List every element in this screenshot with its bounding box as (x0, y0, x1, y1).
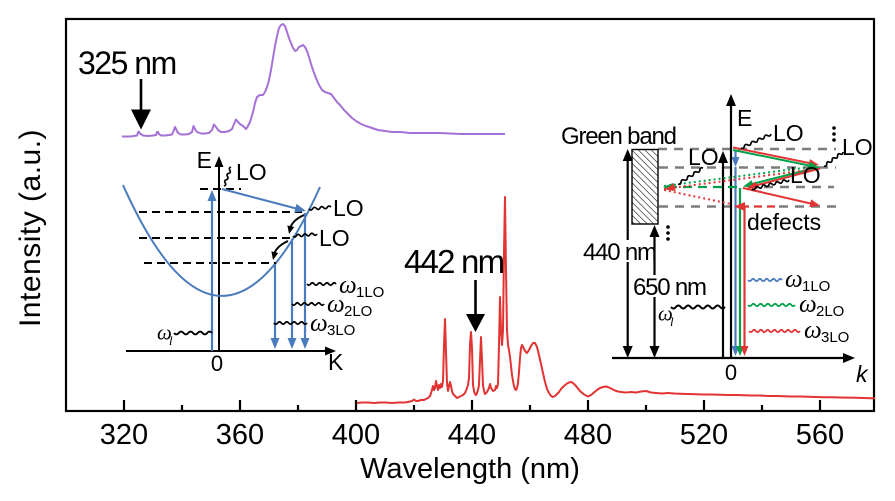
svg-text:K: K (328, 349, 344, 375)
svg-text:LO: LO (333, 195, 364, 221)
svg-text:E: E (737, 105, 752, 131)
svg-text:3LO: 3LO (821, 329, 849, 346)
svg-text:LO: LO (236, 159, 267, 185)
svg-text:LO: LO (842, 134, 873, 160)
svg-text:2LO: 2LO (344, 303, 372, 320)
svg-text:2LO: 2LO (816, 303, 844, 320)
svg-text:520: 520 (680, 419, 728, 451)
svg-text:1LO: 1LO (802, 278, 830, 295)
svg-text:LO: LO (319, 225, 350, 251)
svg-text:E: E (197, 147, 212, 173)
svg-text:440 nm: 440 nm (583, 239, 656, 266)
svg-text:360: 360 (216, 419, 264, 451)
svg-text:ω: ω (799, 291, 817, 318)
svg-text:325 nm: 325 nm (78, 45, 176, 81)
svg-text:l: l (670, 314, 674, 329)
svg-text:LO: LO (790, 162, 821, 188)
svg-text:1LO: 1LO (356, 284, 384, 301)
svg-text:Wavelength (nm): Wavelength (nm) (360, 453, 580, 485)
svg-text:ω: ω (339, 272, 357, 299)
svg-text:k: k (856, 361, 869, 387)
svg-text:400: 400 (332, 419, 380, 451)
svg-text:defects: defects (747, 209, 821, 235)
svg-text:l: l (169, 333, 173, 348)
svg-text:LO: LO (688, 144, 719, 170)
svg-text:440: 440 (448, 419, 496, 451)
svg-text:650 nm: 650 nm (633, 274, 706, 301)
svg-text:ω: ω (658, 302, 673, 326)
svg-text:ω: ω (785, 266, 803, 293)
svg-text:3LO: 3LO (327, 322, 355, 339)
svg-text:ω: ω (804, 317, 822, 344)
svg-text:ω: ω (310, 310, 328, 337)
svg-text:320: 320 (100, 419, 148, 451)
svg-text:560: 560 (796, 419, 844, 451)
svg-text:Green band: Green band (561, 123, 676, 150)
svg-text:ω: ω (157, 321, 172, 345)
svg-text:0: 0 (211, 351, 223, 376)
svg-text:0: 0 (725, 360, 737, 385)
svg-text:442 nm: 442 nm (404, 243, 504, 280)
svg-text:LO: LO (773, 120, 804, 146)
svg-text:ω: ω (327, 291, 345, 318)
svg-text:480: 480 (564, 419, 612, 451)
svg-text:Intensity (a.u.): Intensity (a.u.) (14, 129, 47, 327)
